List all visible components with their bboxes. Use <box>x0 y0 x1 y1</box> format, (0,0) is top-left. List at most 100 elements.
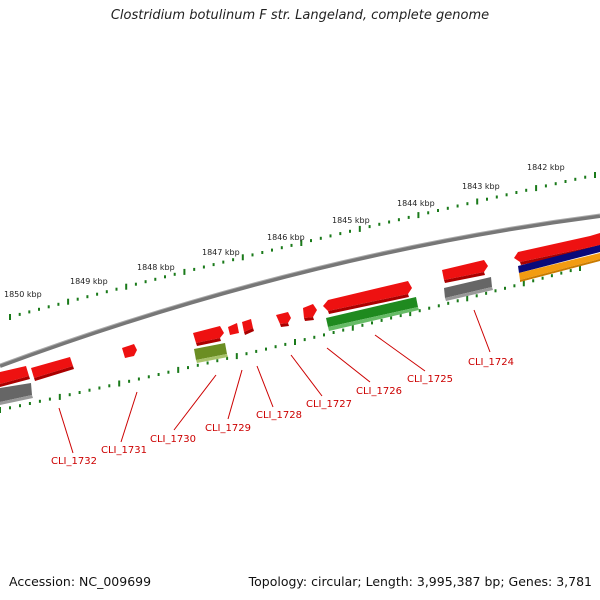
outer-tick-39 <box>388 220 391 224</box>
inner-tick-53 <box>513 284 516 288</box>
outer-tick-9 <box>96 292 99 296</box>
inner-tick-44 <box>428 306 431 310</box>
inner-scale-ticks <box>0 265 581 413</box>
feature-cds-forward-8[interactable] <box>193 326 224 346</box>
inner-tick-11 <box>108 384 111 388</box>
inner-tick-1 <box>9 406 11 410</box>
outer-tick-5 <box>57 302 60 306</box>
inner-tick-40 <box>390 316 393 320</box>
inner-tick-59 <box>569 269 572 273</box>
inner-tick-26 <box>255 349 258 353</box>
outer-tick-3 <box>38 307 40 311</box>
outer-tick-10 <box>105 290 108 294</box>
feature-cds-forward-9[interactable] <box>122 344 137 358</box>
outer-tick-54 <box>535 185 538 192</box>
feature-cds-forward-4[interactable] <box>303 304 317 321</box>
outer-tick-46 <box>456 204 459 208</box>
inner-tick-34 <box>332 331 335 334</box>
outer-scale-ticks <box>9 172 596 320</box>
scale-label-1843: 1843 kbp <box>462 182 500 191</box>
outer-tick-30 <box>300 240 303 246</box>
feature-olive-1[interactable] <box>194 343 228 363</box>
inner-tick-15 <box>147 375 150 379</box>
feature-green-1[interactable] <box>326 297 419 331</box>
outer-tick-47 <box>466 202 469 206</box>
outer-tick-58 <box>574 177 577 181</box>
inner-tick-10 <box>98 386 101 390</box>
outer-tick-33 <box>329 234 332 238</box>
feature-cds-forward-2[interactable] <box>442 260 488 283</box>
feature-cds-forward-10[interactable] <box>31 357 74 381</box>
outer-tick-49 <box>486 197 488 201</box>
outer-tick-41 <box>407 215 410 219</box>
feature-cds-forward-6[interactable] <box>242 319 254 335</box>
inner-tick-41 <box>399 314 402 318</box>
inner-tick-5 <box>48 397 51 401</box>
outer-tick-48 <box>476 198 479 205</box>
inner-tick-30 <box>294 339 296 345</box>
outer-tick-37 <box>368 225 371 229</box>
feature-cds-forward-3[interactable] <box>323 281 412 314</box>
outer-tick-22 <box>222 260 225 264</box>
outer-tick-15 <box>154 277 157 281</box>
outer-tick-52 <box>515 191 518 194</box>
gene-label-cli-1725: CLI_1725 <box>407 374 453 385</box>
outer-tick-7 <box>76 297 79 301</box>
scale-label-1849: 1849 kbp <box>70 277 108 286</box>
scale-label-1845: 1845 kbp <box>332 216 370 225</box>
inner-tick-27 <box>265 347 267 351</box>
inner-tick-50 <box>485 291 488 295</box>
feature-navy-track[interactable] <box>518 245 600 273</box>
accession-label: Accession: NC_009699 <box>9 574 152 589</box>
feature-cds-forward-7[interactable] <box>228 323 239 335</box>
inner-tick-54 <box>522 280 525 287</box>
feature-cds-forward-1[interactable] <box>514 233 600 265</box>
outer-tick-17 <box>173 272 176 276</box>
gene-label-cli-1724: CLI_1724 <box>468 357 514 368</box>
scale-label-1846: 1846 kbp <box>267 233 305 242</box>
inner-tick-43 <box>418 309 421 313</box>
outer-tick-42 <box>417 212 420 219</box>
inner-tick-6 <box>58 393 61 400</box>
leader-line-1728 <box>256 365 274 408</box>
inner-tick-36 <box>351 324 354 331</box>
outer-tick-4 <box>47 305 50 309</box>
inner-tick-20 <box>196 363 199 367</box>
outer-tick-29 <box>290 243 293 247</box>
inner-tick-4 <box>38 399 41 403</box>
inner-tick-42 <box>409 310 412 317</box>
inner-tick-55 <box>532 279 535 283</box>
genome-backbone <box>0 214 600 368</box>
outer-tick-18 <box>183 268 186 275</box>
feature-gray-2[interactable] <box>0 383 33 405</box>
outer-tick-60 <box>594 172 596 178</box>
inner-tick-2 <box>19 404 21 408</box>
gene-label-cli-1726: CLI_1726 <box>356 386 402 397</box>
inner-tick-22 <box>216 359 219 363</box>
scale-label-1847: 1847 kbp <box>202 248 240 257</box>
outer-tick-56 <box>554 182 557 186</box>
inner-tick-29 <box>284 342 287 346</box>
inner-tick-18 <box>177 366 180 373</box>
outer-tick-25 <box>251 253 254 257</box>
inner-tick-51 <box>494 289 497 293</box>
gene-label-cli-1731: CLI_1731 <box>101 445 147 456</box>
outer-tick-38 <box>378 222 381 226</box>
feature-cds-forward-5[interactable] <box>276 312 291 327</box>
feature-gray-1[interactable] <box>444 277 493 301</box>
outer-tick-59 <box>584 175 587 179</box>
genome-summary: Topology: circular; Length: 3,995,387 bp… <box>248 574 592 589</box>
outer-tick-13 <box>134 282 137 286</box>
outer-tick-57 <box>564 180 567 183</box>
gene-label-cli-1729: CLI_1729 <box>205 423 251 434</box>
outer-tick-32 <box>319 236 322 240</box>
gene-label-cli-1728: CLI_1728 <box>256 410 302 421</box>
outer-tick-55 <box>544 184 547 188</box>
outer-tick-28 <box>280 246 283 250</box>
inner-tick-58 <box>560 271 563 275</box>
inner-tick-14 <box>137 377 140 381</box>
feature-cds-forward-11[interactable] <box>0 366 30 387</box>
feature-orange-track[interactable] <box>519 253 600 282</box>
inner-tick-37 <box>361 323 364 327</box>
